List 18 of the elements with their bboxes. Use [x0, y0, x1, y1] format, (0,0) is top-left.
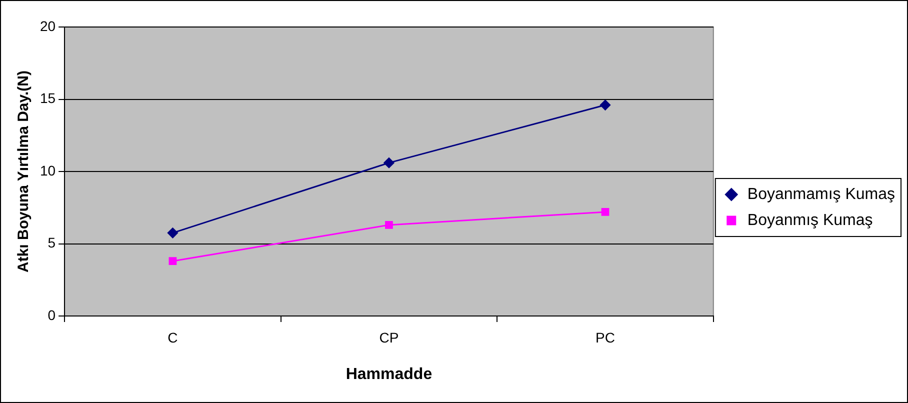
point	[601, 208, 610, 216]
x-tick-label: CP	[379, 329, 399, 346]
y-tick-label: 0	[48, 306, 56, 323]
point	[600, 100, 611, 110]
x-tick-label: C	[168, 329, 178, 346]
point	[167, 228, 178, 238]
point	[168, 257, 177, 266]
x-tick-label: PC	[596, 329, 615, 346]
y-tick-label: 20	[40, 18, 56, 34]
legend-label: Boyanmamış Kumaş	[747, 186, 895, 203]
y-tick-label: 5	[48, 234, 56, 251]
y-tick-label: 10	[40, 162, 56, 178]
y-axis-title: Atkı Boyuna Yırtılma Day.(N)	[15, 70, 32, 272]
point	[385, 221, 393, 229]
x-axis-title: Hammadde	[346, 366, 432, 383]
y-tick-label: 15	[40, 90, 56, 106]
legend-label: Boyanmış Kumaş	[747, 212, 873, 229]
point	[384, 158, 394, 168]
